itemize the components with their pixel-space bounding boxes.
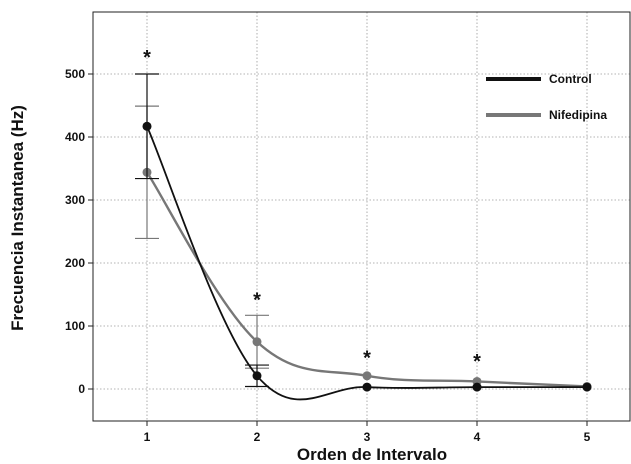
- x-tick-label: 4: [474, 430, 481, 444]
- legend: Control Nifedipina: [486, 72, 607, 122]
- x-tick-label: 5: [584, 430, 591, 444]
- data-point: [252, 371, 262, 381]
- significance-star: *: [473, 351, 481, 373]
- plot-frame: [92, 11, 631, 422]
- x-tick-label: 3: [364, 430, 371, 444]
- series-line: [146, 125, 587, 401]
- data-point: [252, 337, 262, 347]
- data-point: [362, 382, 372, 392]
- y-tick-label: 200: [65, 256, 85, 270]
- x-axis-label: Orden de Intervalo: [297, 445, 447, 464]
- data-point: [142, 121, 152, 131]
- y-tick-label: 0: [78, 382, 85, 396]
- legend-label: Nifedipina: [549, 108, 607, 122]
- significance-star: *: [363, 347, 371, 369]
- x-tick-label: 1: [144, 430, 151, 444]
- legend-label: Control: [549, 72, 592, 86]
- y-tick-label: 500: [65, 67, 85, 81]
- data-point: [472, 382, 482, 392]
- annotation-layer: * * * *: [143, 47, 481, 373]
- y-tick-label: 400: [65, 130, 85, 144]
- y-tick-label: 300: [65, 193, 85, 207]
- y-axis-label: Frecuencia Instantanea (Hz): [8, 105, 27, 331]
- significance-star: *: [143, 47, 151, 69]
- data-point: [582, 382, 592, 392]
- data-point: [362, 371, 372, 381]
- series-layer: [135, 73, 592, 401]
- significance-star: *: [253, 290, 261, 312]
- x-tick-label: 2: [254, 430, 261, 444]
- y-tick-label: 100: [65, 319, 85, 333]
- axis-ticks: 0 100 200 300 400 500 1 2 3 4 5: [65, 67, 591, 444]
